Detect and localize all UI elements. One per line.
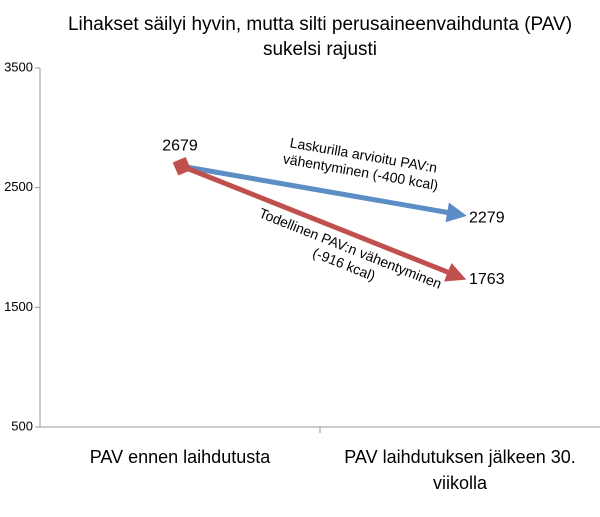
value-label: 1763 (469, 271, 505, 288)
chart-title: Lihakset säilyi hyvin, mutta silti perus… (67, 14, 573, 60)
x-tick-label: PAV laihdutuksen jälkeen 30. viikolla (344, 447, 576, 493)
y-tick-label: 1500 (4, 299, 33, 314)
y-tick-label: 3500 (4, 59, 33, 74)
annotation: Todellinen PAV:n vähentyminen(-916 kcal) (251, 204, 444, 307)
value-label: 2279 (469, 209, 505, 226)
x-tick-label: PAV ennen laihdutusta (89, 447, 271, 467)
annotation: Laskurilla arvioitu PAV:nvähentyminen (-… (282, 133, 443, 192)
y-tick-label: 2500 (4, 179, 33, 194)
y-tick-label: 500 (11, 418, 33, 433)
value-label: 2679 (162, 137, 198, 154)
annotation-line: Todellinen PAV:n vähentyminen (257, 204, 444, 291)
series-line (172, 156, 467, 282)
